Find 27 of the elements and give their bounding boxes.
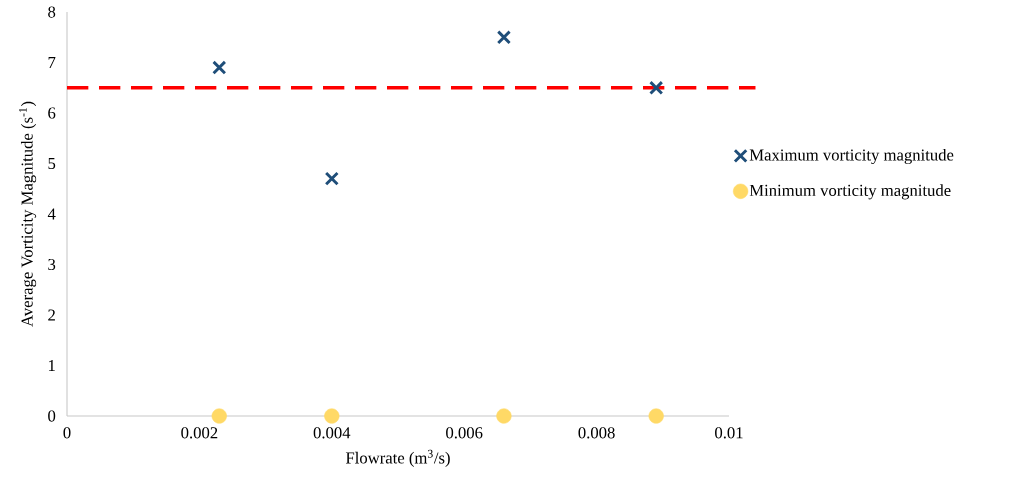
x-tick-label: 0.004: [313, 427, 351, 439]
y-tick-label: 7: [48, 57, 56, 68]
point: [211, 408, 227, 424]
x-tick-label: 0.002: [181, 427, 218, 439]
y-tick-label: 2: [48, 309, 55, 321]
y-tick-label: 8: [48, 6, 56, 18]
point: [212, 60, 227, 75]
point: [648, 408, 664, 424]
x-tick-label: 0.006: [446, 427, 483, 439]
legend-label: Maximum vorticity magnitude: [749, 148, 954, 165]
point: [496, 30, 512, 45]
x-tick-label: 0.008: [578, 427, 615, 439]
x-tick-label: 0.01: [715, 427, 743, 439]
y-tick-label: 4: [47, 208, 56, 220]
point: [324, 408, 340, 424]
y-tick-label: 0: [48, 410, 56, 422]
y-tick-label: 5: [48, 157, 56, 170]
legend-label: Minimum vorticity magnitude: [749, 184, 951, 200]
point: [324, 171, 339, 186]
x-axis-title: Flowrate (m$^{3}$/s): [345, 449, 450, 467]
y-tick-label: 6: [48, 107, 56, 119]
y-axis-title: Average Vorticity Magnitude (s$^{-1}$): [19, 101, 37, 327]
point: [496, 408, 512, 424]
y-tick-label: 1: [48, 360, 55, 372]
point: [649, 80, 664, 95]
x-tick-label: 0: [63, 427, 71, 439]
y-tick-label: 3: [48, 258, 56, 271]
